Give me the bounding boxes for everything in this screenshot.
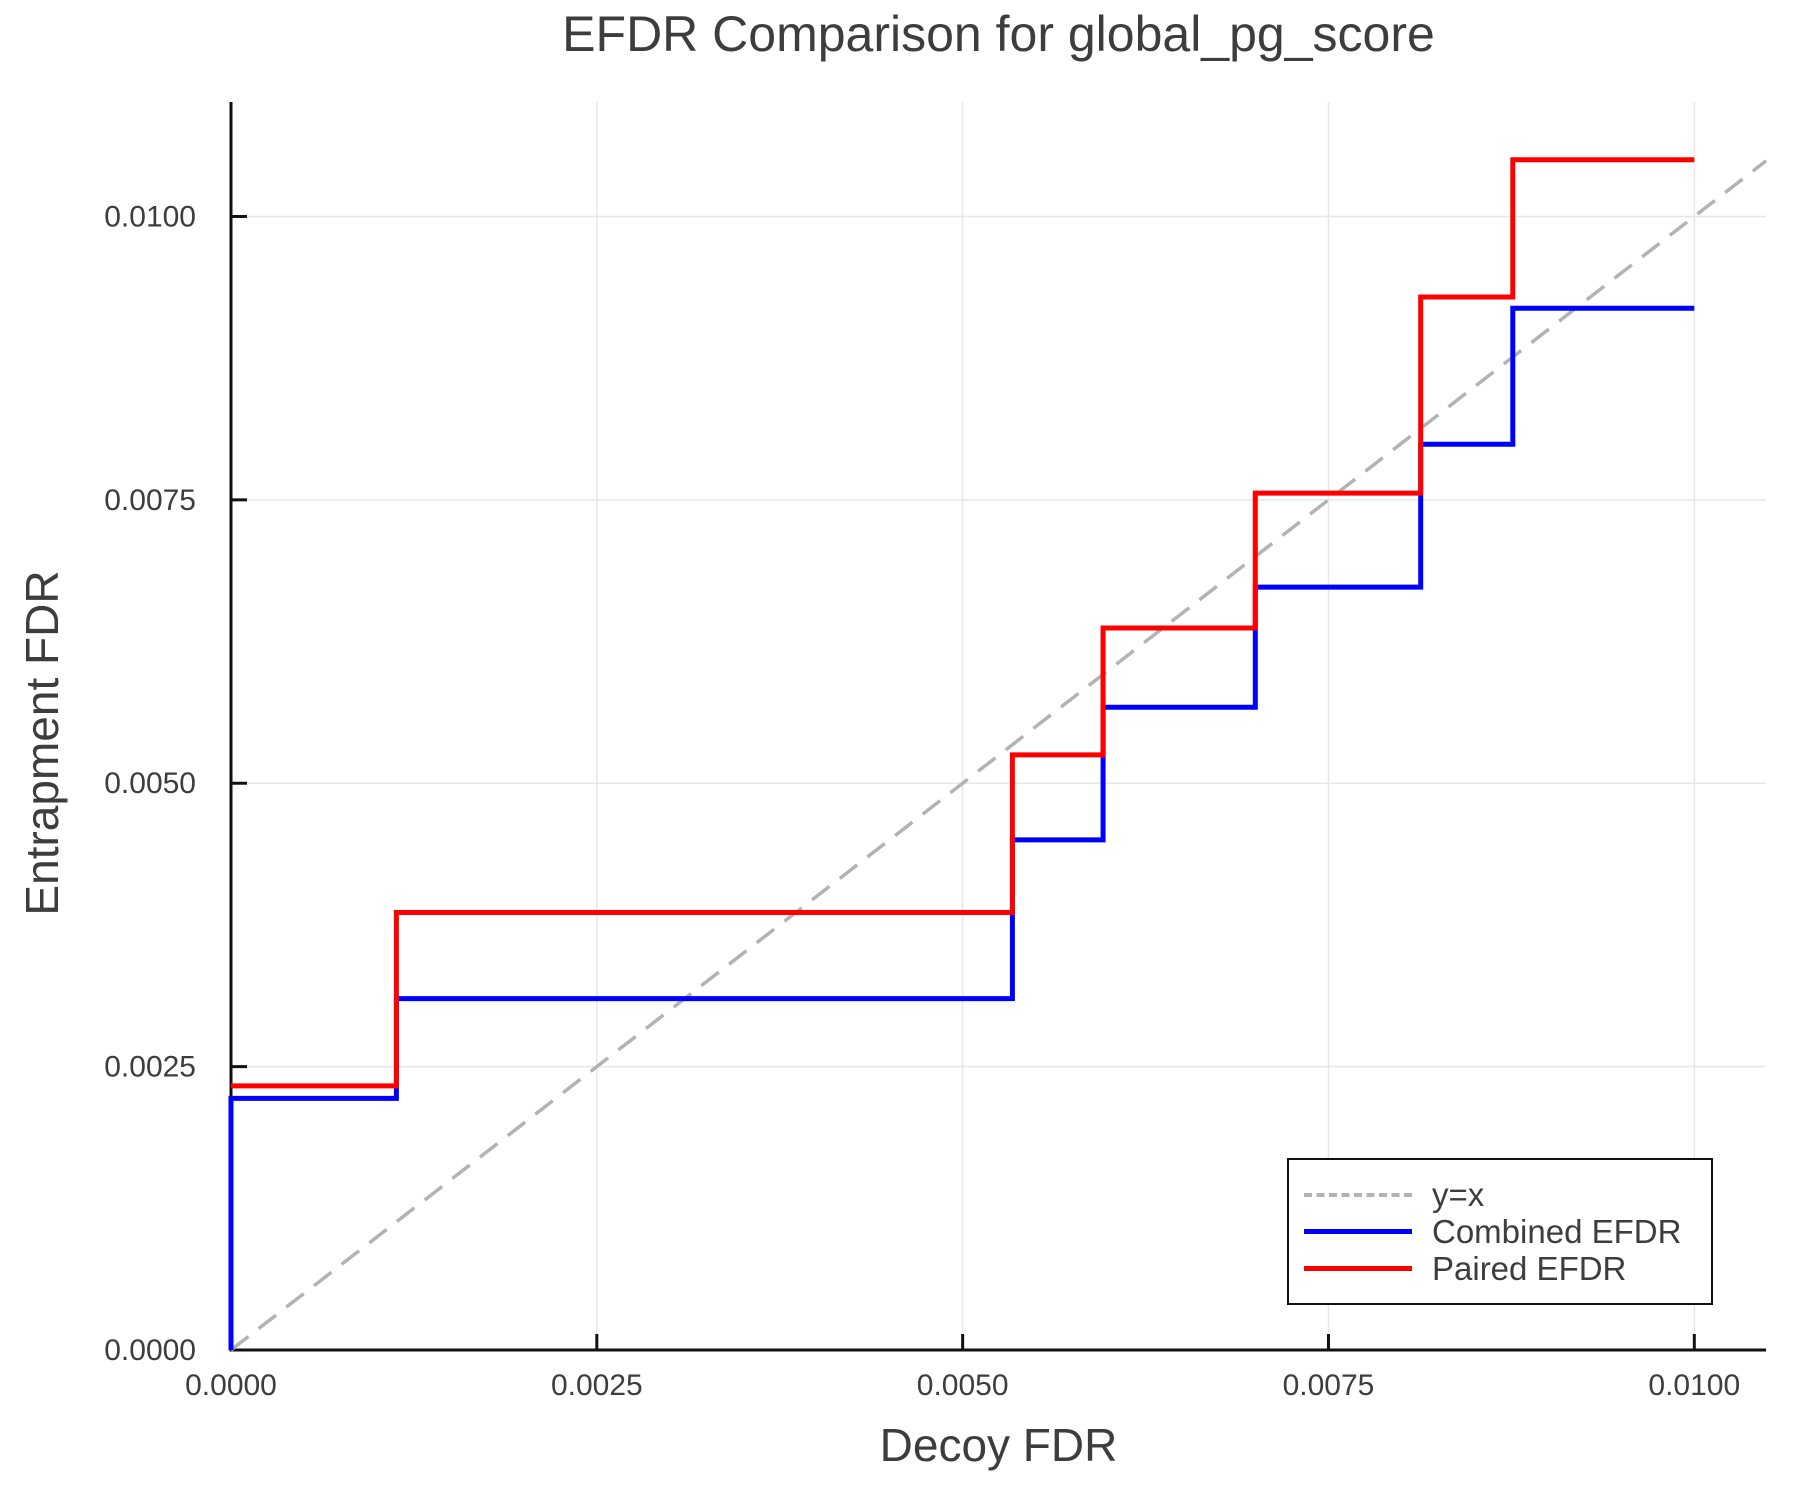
- y-tick-label: 0.0025: [104, 1051, 196, 1084]
- y-tick-label: 0.0100: [104, 200, 196, 233]
- x-tick-label: 0.0075: [1283, 1369, 1375, 1402]
- y-tick-label: 0.0075: [104, 484, 196, 517]
- legend-label-combined: Combined EFDR: [1432, 1212, 1682, 1250]
- x-tick-label: 0.0050: [917, 1369, 1009, 1402]
- legend-label-paired: Paired EFDR: [1432, 1249, 1627, 1287]
- legend-box: y=x Combined EFDR Paired EFDR: [1287, 1158, 1713, 1305]
- y-tick-label: 0.0000: [104, 1334, 196, 1367]
- series-y-x: [229, 159, 1768, 1352]
- legend-label-yx: y=x: [1432, 1175, 1485, 1213]
- legend-entry-combined: Combined EFDR: [1304, 1213, 1711, 1250]
- dashed-line-swatch: [1304, 1192, 1412, 1197]
- x-axis-label: Decoy FDR: [879, 1419, 1118, 1471]
- x-tick-label: 0.0100: [1648, 1369, 1740, 1402]
- legend-entry-yx: y=x: [1304, 1176, 1711, 1213]
- chart-title: EFDR Comparison for global_pg_score: [562, 6, 1435, 62]
- y-tick-label: 0.0050: [104, 767, 196, 800]
- x-tick-label: 0.0000: [185, 1369, 277, 1402]
- y-axis-label: Entrapment FDR: [16, 570, 68, 916]
- red-line-swatch: [1304, 1266, 1412, 1271]
- blue-line-swatch: [1304, 1229, 1412, 1234]
- legend-entry-paired: Paired EFDR: [1304, 1250, 1711, 1287]
- series-paired-efdr: [231, 157, 1695, 1089]
- x-tick-label: 0.0025: [551, 1369, 643, 1402]
